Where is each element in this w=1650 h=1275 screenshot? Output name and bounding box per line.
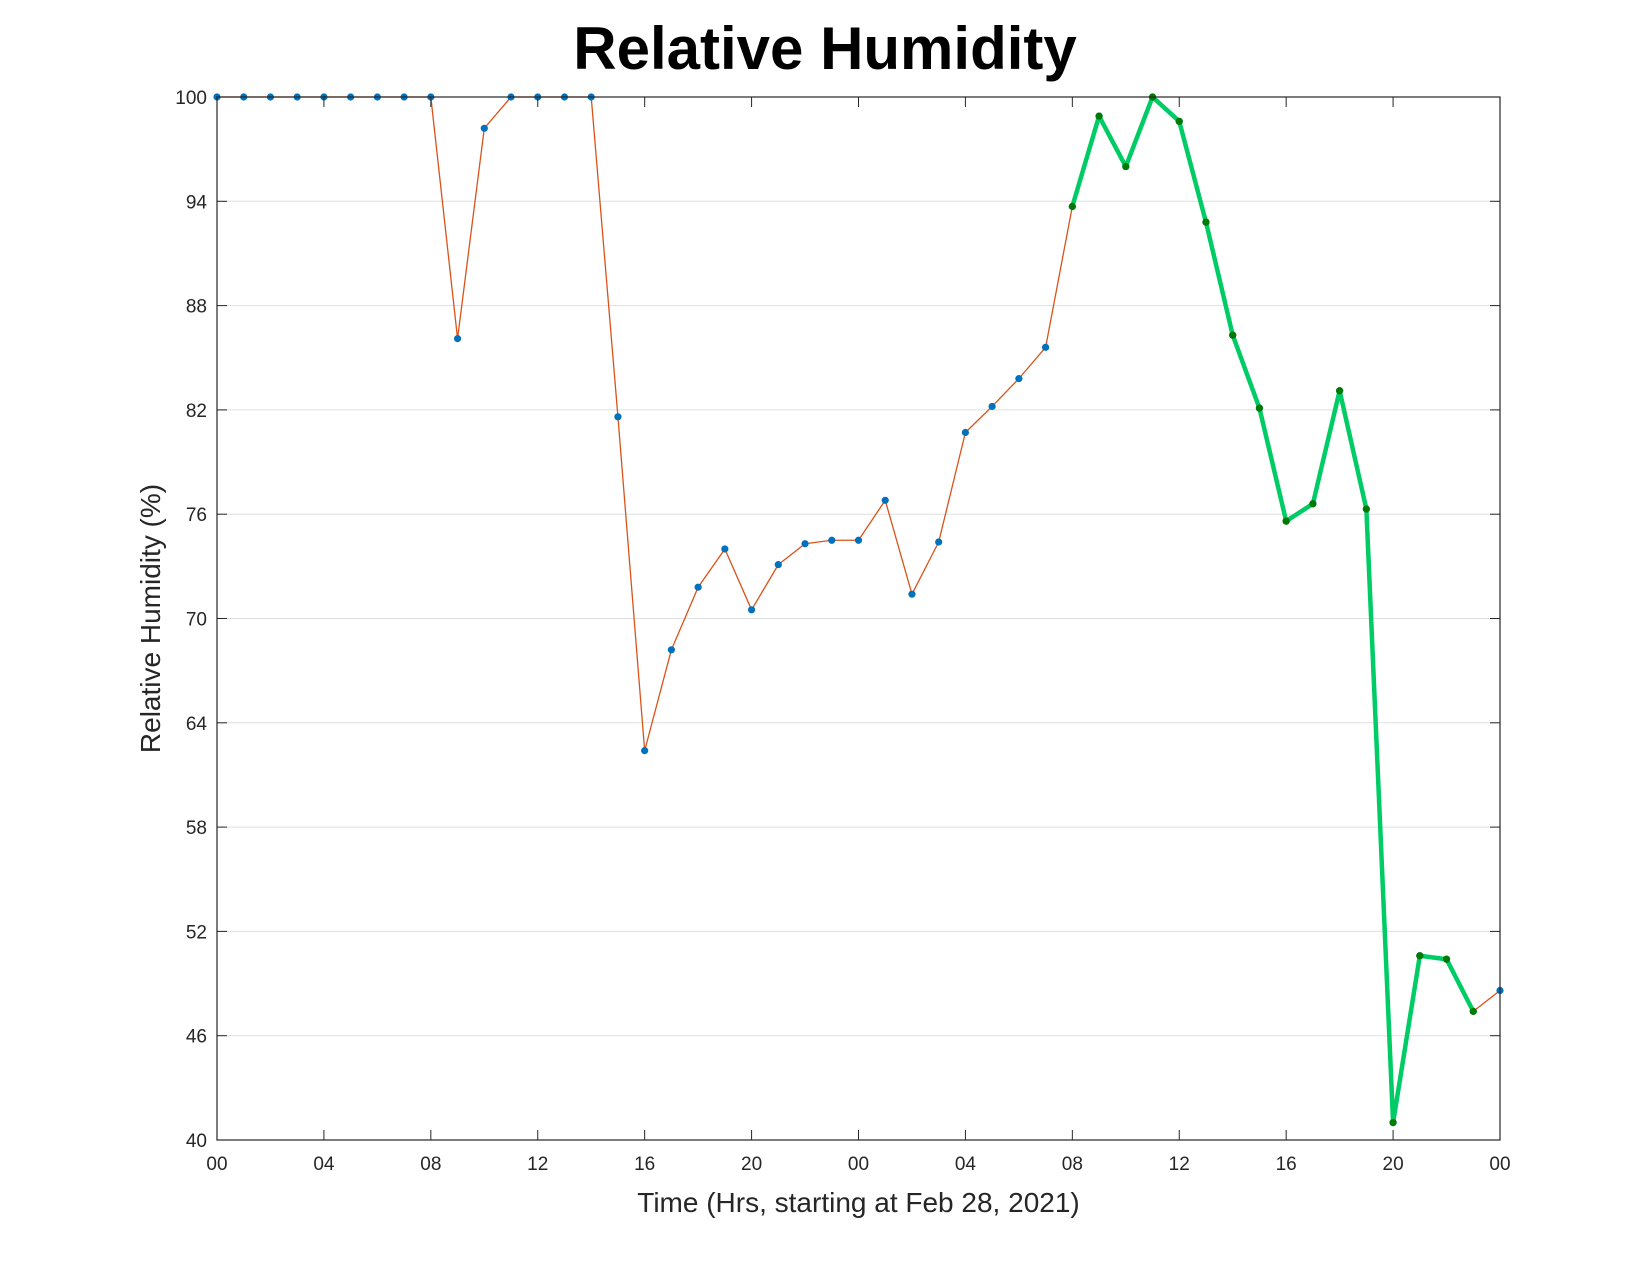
highlight-point (1229, 331, 1237, 339)
humidity-point (641, 747, 649, 755)
highlight-point (1095, 112, 1103, 120)
y-tick-label: 100 (175, 88, 207, 109)
x-tick-label: 00 (848, 1154, 869, 1175)
plot-series (213, 93, 1504, 1127)
humidity-point (480, 124, 488, 132)
chart-title: Relative Humidity (573, 15, 1077, 82)
humidity-point (801, 540, 809, 548)
humidity-point (961, 428, 970, 437)
y-tick-label: 46 (186, 1027, 207, 1048)
highlight-point (1175, 117, 1183, 125)
humidity-point (908, 590, 916, 598)
y-tick-label: 52 (186, 922, 207, 943)
humidity-point (881, 496, 889, 504)
x-tick-label: 08 (420, 1154, 441, 1175)
x-tick-label: 08 (1062, 1154, 1083, 1175)
highlight-point (1202, 218, 1210, 226)
y-tick-label: 88 (186, 297, 207, 318)
highlight-point (1068, 202, 1076, 211)
humidity-point (614, 413, 622, 421)
highlight-point (1362, 505, 1370, 513)
x-tick-label: 20 (1383, 1154, 1404, 1175)
highlight-point (1309, 500, 1317, 508)
highlight-point (1336, 387, 1344, 395)
highlight-point (1122, 162, 1130, 171)
humidity-point (747, 606, 756, 614)
x-tick-label: 16 (634, 1154, 655, 1175)
x-tick-label: 00 (206, 1154, 227, 1175)
axis-ticks: 40 46 52 58 64 70 76 82 88 94 100 00 04 08 12 16 20 00 04 0… (175, 88, 1510, 1175)
x-tick-label: 12 (1169, 1154, 1190, 1175)
x-tick-label: 00 (1489, 1154, 1510, 1175)
humidity-point (721, 545, 729, 553)
x-tick-label: 20 (741, 1154, 762, 1175)
x-tick-label: 12 (527, 1154, 548, 1175)
x-axis-label: Time (Hrs, starting at Feb 28, 2021) (637, 1187, 1079, 1218)
humidity-point (1042, 343, 1050, 351)
highlight-point (1416, 952, 1424, 960)
x-tick-label: 04 (313, 1154, 335, 1175)
humidity-point (667, 646, 675, 654)
highlight-point (1255, 404, 1264, 412)
y-tick-label: 64 (186, 714, 208, 735)
grid-lines (217, 200, 1500, 1037)
humidity-point (935, 538, 943, 546)
highlight-point (1389, 1119, 1397, 1127)
humidity-point (453, 335, 462, 343)
humidity-point (1015, 375, 1023, 383)
x-tick-label: 16 (1276, 1154, 1297, 1175)
highlight-line (1070, 94, 1476, 1125)
humidity-point (988, 402, 996, 411)
highlight-point (1282, 517, 1290, 525)
highlight-point (1442, 955, 1451, 963)
y-tick-label: 76 (186, 505, 207, 526)
humidity-point (774, 561, 782, 569)
y-tick-label: 82 (186, 401, 207, 422)
humidity-point (854, 536, 863, 544)
y-axis-label: Relative Humidity (%) (135, 484, 166, 753)
y-tick-label: 40 (186, 1131, 207, 1152)
y-tick-label: 70 (186, 610, 207, 631)
highlight-point (1469, 1007, 1477, 1015)
humidity-point (694, 583, 702, 591)
humidity-point (828, 536, 836, 544)
y-tick-label: 94 (186, 192, 208, 213)
humidity-line (217, 96, 1501, 1124)
y-tick-label: 58 (186, 818, 207, 839)
x-tick-label: 04 (955, 1154, 977, 1175)
